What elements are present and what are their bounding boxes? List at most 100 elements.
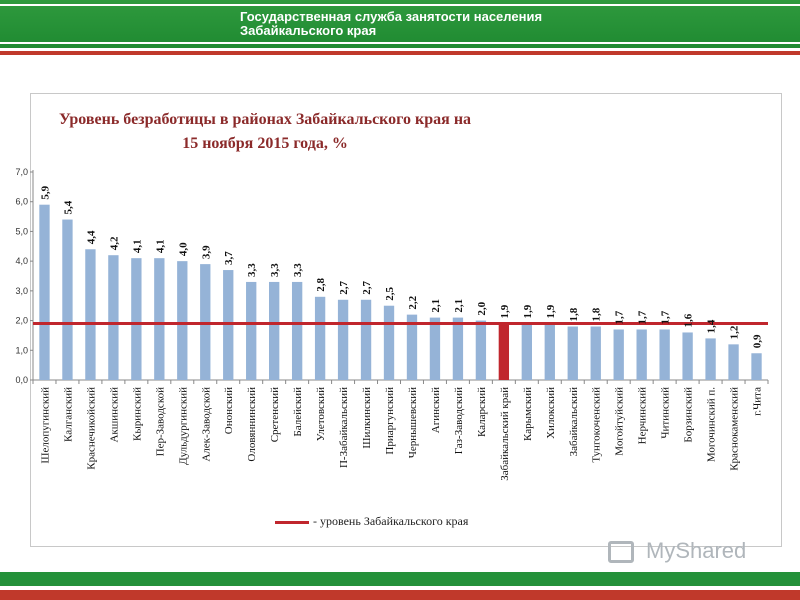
bar-value-label: 1,6 <box>683 313 695 327</box>
bar <box>246 281 257 380</box>
bar <box>613 329 624 380</box>
category-label: Дульдургинский <box>177 387 189 465</box>
category-label: Шилкинский <box>361 387 373 449</box>
category-label: Пер-Заводской <box>154 387 166 456</box>
category-label: Шелопугинский <box>39 387 51 464</box>
header-top-rule <box>0 4 800 6</box>
category-label: Читинский <box>660 387 672 439</box>
header-red-stripe <box>0 51 800 55</box>
y-tick-label: 1,0 <box>15 345 28 355</box>
category-label: Газ-Заводский <box>453 387 465 454</box>
bar-value-label: 1,7 <box>637 310 649 324</box>
category-label: Хилокский <box>545 387 557 439</box>
bar-value-label: 1,4 <box>706 319 718 333</box>
bar <box>62 219 73 380</box>
bar <box>177 261 188 380</box>
bar <box>475 320 487 380</box>
bar <box>590 326 601 380</box>
category-label: Приаргунский <box>384 387 396 455</box>
y-tick-label: 5,0 <box>15 226 28 236</box>
category-label: г.Чита <box>752 387 764 416</box>
bar-value-label: 2,1 <box>430 299 442 313</box>
category-label: Забайкальский край <box>499 387 511 481</box>
category-label: Сретенский <box>269 387 281 442</box>
legend-label: - уровень Забайкальского края <box>313 514 469 528</box>
category-label: Алек-Заводской <box>200 387 212 462</box>
category-label: Оловяннинский <box>246 387 258 462</box>
bar-value-label: 3,9 <box>200 245 212 259</box>
y-tick-label: 3,0 <box>15 286 28 296</box>
category-label: Балейский <box>292 387 304 437</box>
bar-value-label: 3,7 <box>223 251 235 265</box>
header-bottom-rule <box>0 42 800 44</box>
bar-value-label: 1,8 <box>568 307 580 321</box>
y-tick-label: 0,0 <box>15 375 28 385</box>
bar <box>406 314 418 380</box>
category-label: Краснечикойский <box>85 387 97 470</box>
bar <box>682 332 693 380</box>
footer-red-band <box>0 590 800 600</box>
bar <box>567 326 578 380</box>
bar-value-label: 3,3 <box>246 263 258 277</box>
bar-value-label: 2,7 <box>338 281 350 295</box>
bar-value-label: 4,1 <box>154 239 166 253</box>
bar-value-label: 1,8 <box>591 307 603 321</box>
category-label: Ононский <box>223 387 235 434</box>
bar-value-label: 2,8 <box>315 278 327 292</box>
bar-value-label: 5,4 <box>62 200 74 214</box>
category-label: Кыринский <box>131 387 143 441</box>
bar-value-label: 5,9 <box>39 185 51 199</box>
y-tick-label: 2,0 <box>15 316 28 326</box>
bar-value-label: 4,0 <box>177 242 189 256</box>
header-title-line2: Забайкальского края <box>240 23 377 38</box>
bar-value-label: 1,9 <box>545 304 557 318</box>
bar-value-label: 2,1 <box>453 299 465 313</box>
bar <box>337 299 349 380</box>
header-title: Государственная служба занятости населен… <box>240 10 542 38</box>
bar <box>705 338 716 380</box>
legend-line-swatch <box>275 521 309 524</box>
category-label: Карымский <box>522 387 534 441</box>
bar <box>154 258 165 380</box>
bar <box>269 281 280 380</box>
bar <box>131 258 142 380</box>
bar <box>544 323 555 380</box>
bar-value-label: 2,2 <box>407 295 419 309</box>
category-label: Улетовский <box>315 387 327 441</box>
chart-title-line1: Уровень безработицы в районах Забайкальс… <box>58 111 472 128</box>
y-tick-label: 7,0 <box>15 167 28 177</box>
category-label: П-Забайкальский <box>338 387 350 468</box>
category-label: Могойтуйский <box>614 387 626 456</box>
watermark-text: MyShared <box>646 538 747 563</box>
bar-value-label: 3,3 <box>292 263 304 277</box>
header-title-line1: Государственная служба занятости населен… <box>240 9 543 24</box>
category-label: Забайкальский <box>568 387 580 457</box>
bar-value-label: 1,7 <box>660 310 672 324</box>
bar <box>291 281 303 380</box>
bar-value-label: 2,0 <box>476 301 488 315</box>
bar <box>429 317 441 380</box>
category-label: Каларский <box>476 387 488 437</box>
bar-value-label: 0,9 <box>752 334 764 348</box>
bar-value-label: 3,3 <box>269 263 281 277</box>
bar-value-label: 2,7 <box>361 281 373 295</box>
category-label: Краснокаменский <box>729 387 741 471</box>
bar-value-label: 4,2 <box>108 236 120 250</box>
bar <box>659 329 670 380</box>
footer-green-band <box>0 572 800 586</box>
bar <box>751 353 762 380</box>
category-label: Чернышевский <box>407 387 419 458</box>
bar-value-label: 1,9 <box>522 304 534 318</box>
bar <box>360 299 372 380</box>
category-label: Акшинский <box>108 387 120 443</box>
bar-value-label: 1,7 <box>614 310 626 324</box>
y-tick-label: 6,0 <box>15 197 28 207</box>
bar <box>39 204 50 380</box>
header-banner: Государственная служба занятости населен… <box>0 0 800 48</box>
bar <box>521 323 532 380</box>
bar-value-label: 1,9 <box>499 304 511 318</box>
bar <box>383 305 395 380</box>
bar <box>314 296 326 380</box>
presentation-icon <box>608 541 634 563</box>
